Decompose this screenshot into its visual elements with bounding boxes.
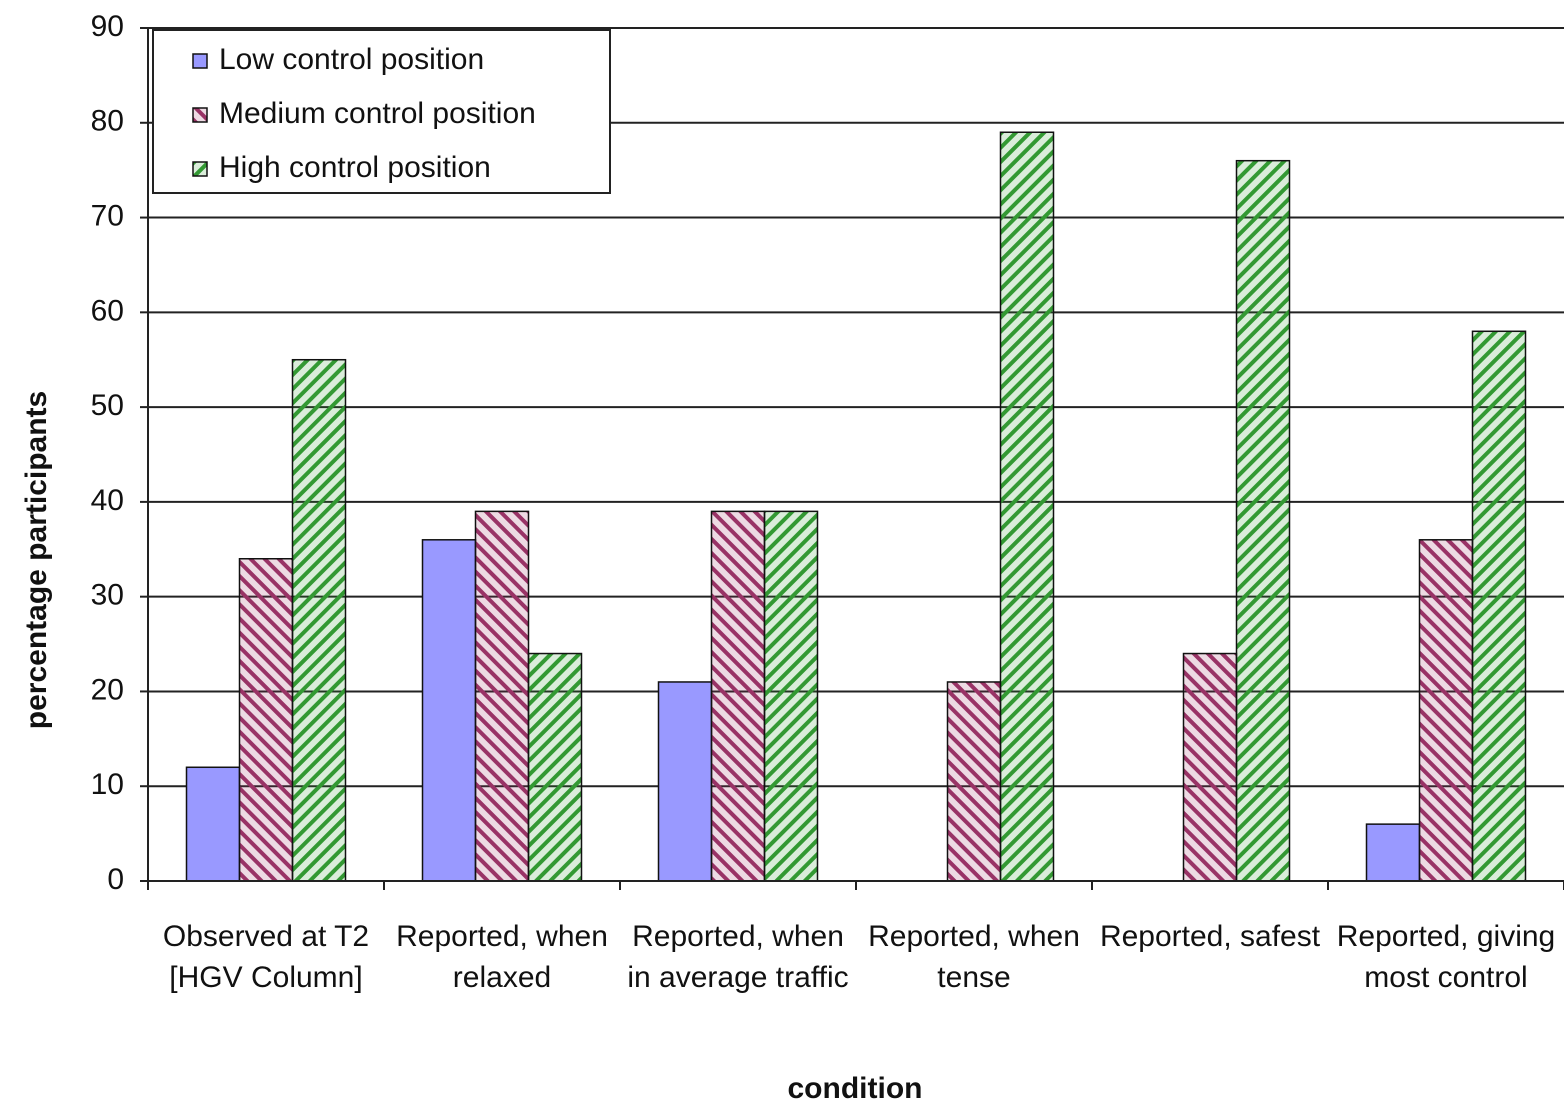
legend-box xyxy=(152,29,611,194)
bar xyxy=(421,539,477,882)
x-tick-label: Reported, when relaxed xyxy=(396,920,608,994)
y-tick-label: 60 xyxy=(91,294,124,327)
y-tick-label: 30 xyxy=(91,579,124,612)
legend-swatch xyxy=(192,53,208,69)
y-tick-label: 80 xyxy=(91,105,124,138)
bar xyxy=(291,358,347,882)
bar xyxy=(657,681,713,882)
bar xyxy=(1471,330,1527,882)
bar xyxy=(946,681,1002,882)
y-tick-label: 0 xyxy=(107,863,124,896)
bar xyxy=(999,131,1055,882)
legend-label: Low control position xyxy=(219,43,484,76)
bar xyxy=(238,558,294,882)
y-axis-label: percentage participants xyxy=(20,391,53,729)
bar xyxy=(527,652,583,882)
bar xyxy=(763,510,819,882)
legend-swatch xyxy=(192,161,208,177)
x-tick-label: Reported, when in average traffic xyxy=(627,920,849,994)
legend-label: High control position xyxy=(219,151,491,184)
legend-swatch xyxy=(192,107,208,123)
y-tick-label: 20 xyxy=(91,673,124,706)
x-tick-label: Reported, when tense xyxy=(868,920,1080,994)
x-tick-label: Observed at T2 [HGV Column] xyxy=(162,920,370,994)
y-tick-label: 40 xyxy=(91,484,124,517)
legend-label: Medium control position xyxy=(219,97,536,130)
bar xyxy=(1365,823,1421,882)
bar xyxy=(710,510,766,882)
y-tick-label: 10 xyxy=(91,768,124,801)
y-tick-label: 70 xyxy=(91,199,124,232)
bar xyxy=(1235,159,1291,882)
y-tick-label: 90 xyxy=(91,10,124,43)
bar xyxy=(474,510,530,882)
x-axis-label: condition xyxy=(788,1072,923,1105)
x-tick-label: Reported, giving most control xyxy=(1336,920,1556,994)
bar xyxy=(1182,652,1238,882)
bar xyxy=(1418,539,1474,882)
bar xyxy=(185,766,241,882)
y-tick-label: 50 xyxy=(91,389,124,422)
x-tick-label: Reported, safest xyxy=(1099,920,1321,953)
